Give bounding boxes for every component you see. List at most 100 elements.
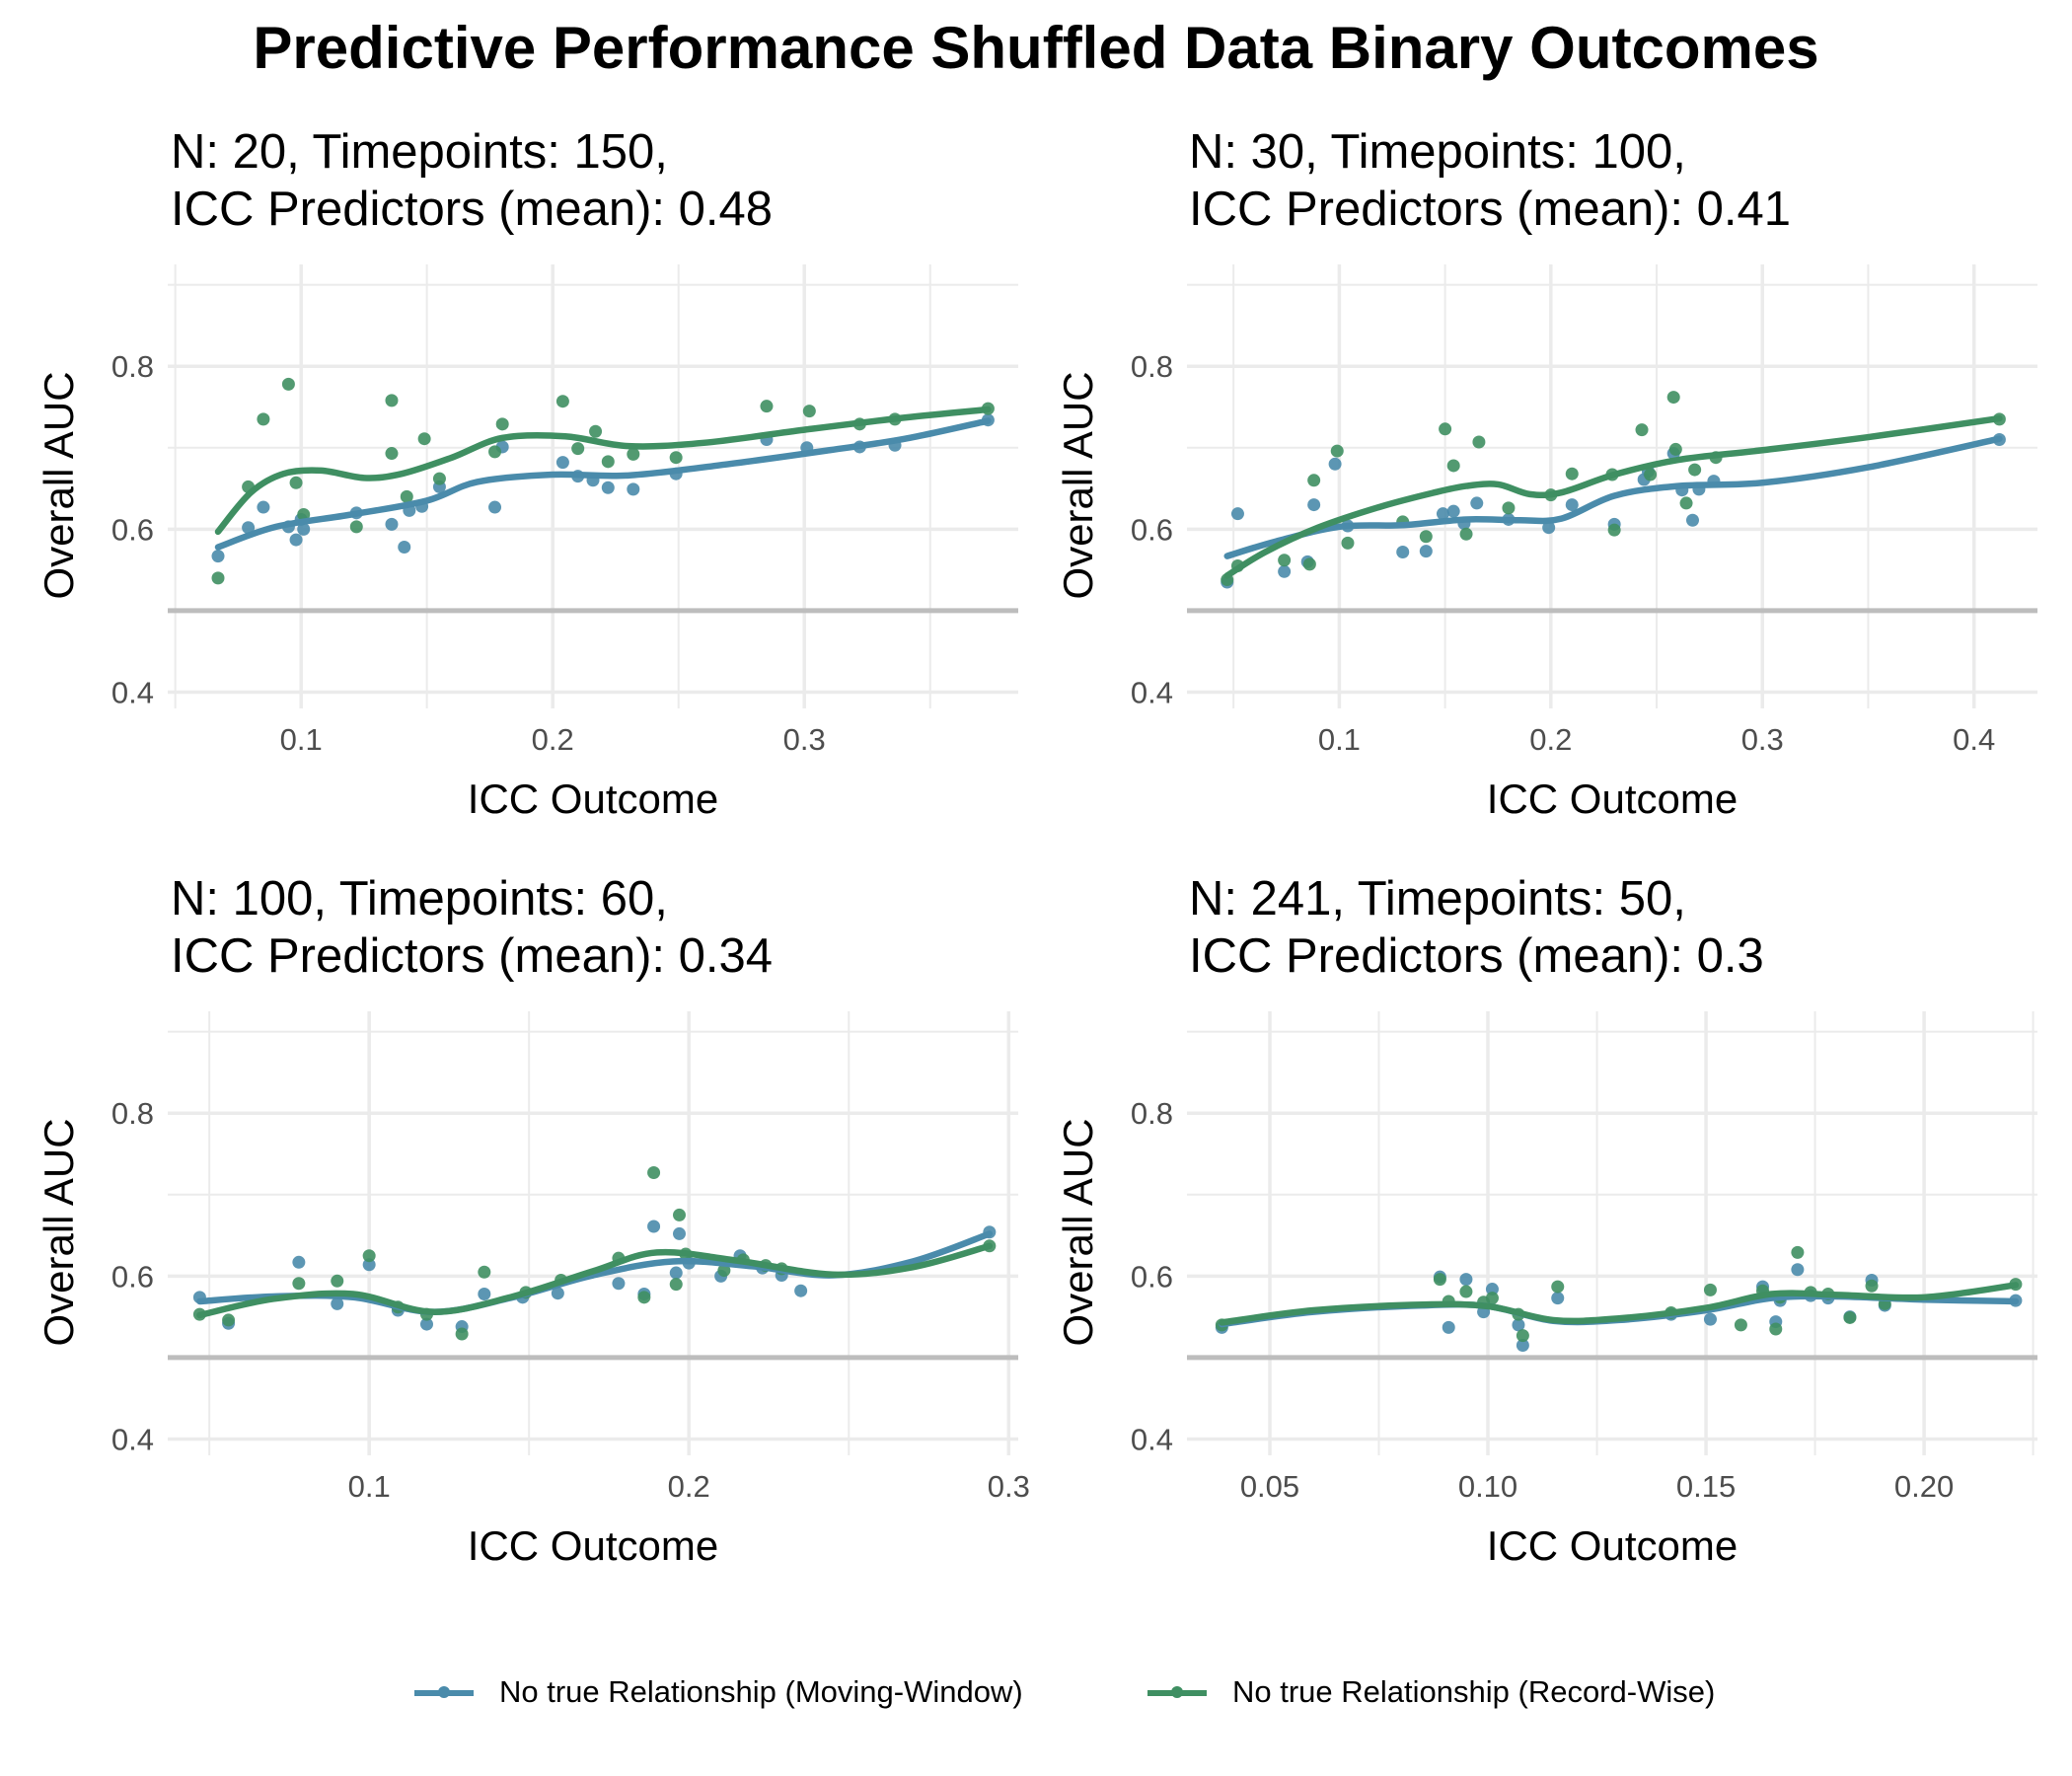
data-point — [1485, 1292, 1499, 1305]
data-point — [1791, 1245, 1805, 1259]
data-point — [1703, 1283, 1717, 1296]
plot-area-3: 0.4 0.6 0.8 0.1 0.2 0.3 — [111, 1011, 1030, 1504]
y-tick-label: 0.8 — [111, 349, 154, 384]
data-point — [551, 1287, 564, 1300]
x-tick-label: 0.1 — [280, 722, 323, 757]
panel-title-4: N: 241, Timepoints: 50, ICC Predictors (m… — [1189, 870, 1764, 985]
data-point — [292, 1255, 306, 1269]
data-point — [1679, 496, 1693, 510]
series-points-record-wise — [1215, 1245, 2023, 1343]
data-point — [1446, 504, 1460, 518]
x-axis-label: ICC Outcome — [1486, 1522, 1739, 1569]
y-axis-label: Overall AUC — [36, 1118, 82, 1347]
data-point — [1551, 1292, 1565, 1305]
data-point — [1769, 1322, 1783, 1336]
data-point — [1502, 501, 1516, 515]
data-point — [1688, 463, 1702, 477]
data-point — [1565, 467, 1579, 481]
data-point — [349, 520, 363, 534]
series-points-record-wise — [211, 377, 995, 585]
x-tick-label: 0.2 — [532, 722, 574, 757]
data-point — [601, 455, 615, 469]
data-point — [669, 1278, 683, 1292]
data-point — [419, 1317, 433, 1331]
x-axis-label: ICC Outcome — [1486, 776, 1739, 822]
legend-key-record-wise — [1147, 1682, 1207, 1702]
y-tick-label: 0.4 — [1131, 1422, 1173, 1456]
data-point — [1439, 422, 1452, 436]
data-point — [455, 1327, 469, 1341]
panel-title-line: ICC Predictors (mean): 0.41 — [1189, 183, 1791, 236]
panel-title-line: ICC Predictors (mean): 0.3 — [1189, 929, 1764, 983]
y-axis-label: Overall AUC — [36, 371, 82, 600]
x-tick-label: 0.10 — [1458, 1469, 1517, 1504]
data-point — [211, 550, 225, 563]
data-point — [488, 500, 502, 514]
data-point — [1516, 1339, 1529, 1353]
data-point — [211, 571, 225, 585]
data-point — [612, 1277, 626, 1291]
data-point — [331, 1274, 344, 1288]
panel-title-line: N: 30, Timepoints: 100, — [1189, 125, 1686, 179]
data-point — [398, 541, 411, 555]
data-point — [1328, 457, 1342, 471]
smooth-line-moving-window — [1223, 435, 2003, 559]
data-point — [1485, 1283, 1499, 1296]
data-point — [292, 1277, 306, 1291]
smooth-line-moving-window — [214, 417, 992, 551]
data-point — [1459, 527, 1473, 541]
data-point — [1278, 554, 1292, 567]
data-point — [331, 1296, 344, 1310]
data-point — [555, 395, 569, 408]
legend-item-moving-window: No true Relationship (Moving-Window) — [414, 1667, 1023, 1717]
series-points-record-wise — [192, 1165, 997, 1341]
panel-title-line: ICC Predictors (mean): 0.48 — [171, 183, 773, 236]
data-point — [297, 507, 311, 521]
data-point — [257, 412, 270, 426]
data-point — [1436, 507, 1449, 521]
y-tick-label: 0.4 — [1131, 675, 1173, 709]
y-tick-label: 0.4 — [111, 1422, 154, 1456]
data-point — [1703, 1312, 1717, 1326]
data-point — [385, 517, 399, 531]
data-point — [627, 447, 640, 461]
legend-label-record-wise: No true Relationship (Record-Wise) — [1232, 1674, 1716, 1709]
data-point — [1865, 1279, 1879, 1293]
x-tick-label: 0.2 — [1529, 722, 1572, 757]
data-point — [1419, 530, 1433, 544]
data-point — [1330, 444, 1344, 458]
data-point — [1644, 468, 1658, 481]
data-point — [717, 1264, 731, 1278]
legend-item-record-wise: No true Relationship (Record-Wise) — [1147, 1667, 1715, 1717]
data-point — [1734, 1318, 1747, 1332]
panel-title-line: ICC Predictors (mean): 0.34 — [171, 929, 773, 983]
data-point — [257, 500, 270, 514]
panel-title-line: N: 241, Timepoints: 50, — [1189, 872, 1686, 925]
data-point — [1433, 1273, 1446, 1287]
plot-area-4: 0.4 0.6 0.8 0.05 0.10 0.15 0.20 — [1131, 1011, 2037, 1504]
data-point — [672, 1208, 686, 1221]
x-tick-label: 0.1 — [1318, 722, 1361, 757]
data-point — [1396, 545, 1410, 558]
data-point — [1230, 507, 1244, 521]
data-point — [1635, 423, 1649, 437]
y-tick-label: 0.6 — [1131, 512, 1173, 547]
plot-area-2: 0.4 0.6 0.8 0.1 0.2 0.3 0.4 — [1131, 264, 2037, 757]
data-point — [478, 1288, 491, 1301]
data-point — [362, 1258, 376, 1272]
panel-title-line: N: 20, Timepoints: 150, — [171, 125, 668, 179]
legend-label-moving-window: No true Relationship (Moving-Window) — [499, 1674, 1023, 1709]
data-point — [589, 424, 603, 438]
data-point — [802, 405, 816, 418]
data-point — [281, 377, 295, 391]
data-point — [1307, 498, 1321, 512]
data-point — [385, 394, 399, 407]
x-tick-label: 0.3 — [783, 722, 826, 757]
data-point — [478, 1265, 491, 1279]
data-point — [1512, 1318, 1525, 1332]
smooth-line-record-wise — [1223, 414, 2003, 579]
x-tick-label: 0.1 — [348, 1469, 391, 1504]
panel-title-2: N: 30, Timepoints: 100, ICC Predictors (m… — [1189, 123, 1791, 238]
data-point — [289, 533, 303, 547]
data-point — [760, 400, 774, 413]
